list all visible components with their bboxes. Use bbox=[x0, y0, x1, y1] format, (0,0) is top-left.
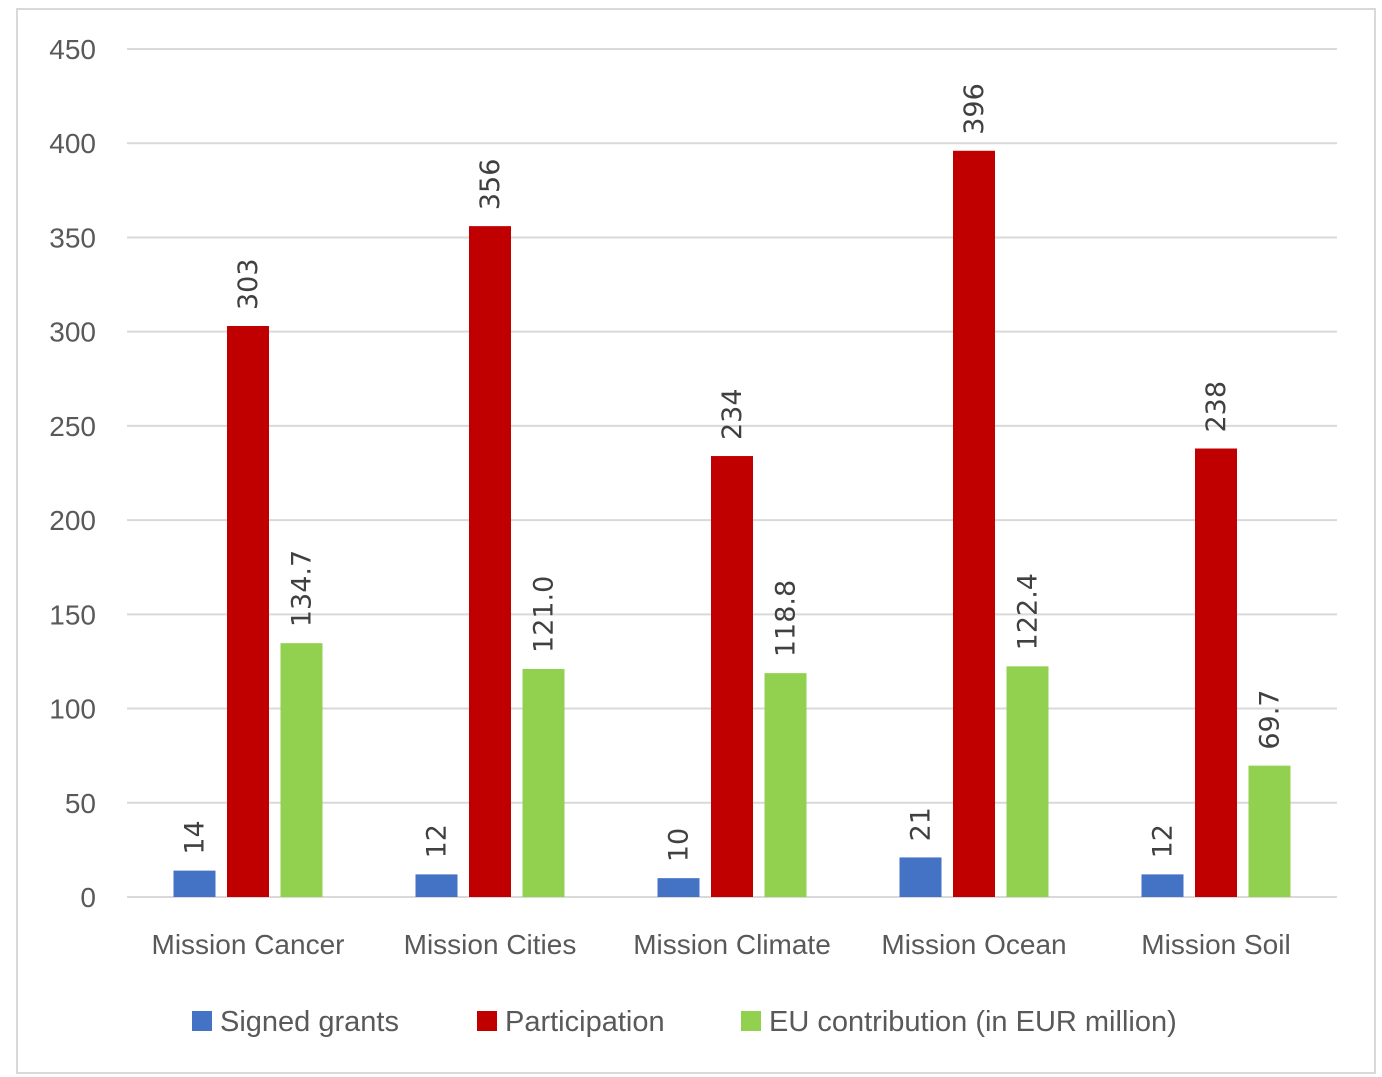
bar bbox=[899, 857, 942, 897]
x-category-label: Mission Cities bbox=[404, 929, 577, 960]
y-tick-label: 100 bbox=[49, 694, 96, 725]
bar bbox=[764, 673, 807, 897]
legend: Signed grants Participation EU contributio… bbox=[192, 1006, 1177, 1038]
y-tick-label: 0 bbox=[80, 882, 96, 913]
bar bbox=[657, 878, 700, 897]
data-label: 238 bbox=[1201, 381, 1232, 433]
bar bbox=[469, 226, 511, 898]
y-tick-label: 250 bbox=[49, 411, 96, 442]
data-label: 118.8 bbox=[771, 580, 802, 657]
y-tick-label: 400 bbox=[49, 128, 96, 159]
gridlines bbox=[127, 48, 1337, 898]
data-label: 10 bbox=[664, 828, 695, 862]
bar bbox=[953, 150, 995, 897]
legend-swatch bbox=[192, 1011, 212, 1031]
bar bbox=[1006, 666, 1049, 897]
x-category-label: Mission Ocean bbox=[881, 929, 1066, 960]
bar bbox=[1141, 874, 1184, 897]
y-tick-label: 300 bbox=[49, 317, 96, 348]
data-label: 21 bbox=[906, 807, 937, 841]
data-label: 12 bbox=[422, 824, 453, 858]
data-labels: 14 303 134.7 12 356 121.0 10 234 118.8 21 396 122.4… bbox=[180, 83, 1286, 862]
x-category-label: Mission Soil bbox=[1141, 929, 1290, 960]
bar bbox=[280, 643, 323, 897]
legend-label: Signed grants bbox=[220, 1006, 399, 1038]
data-label: 121.0 bbox=[529, 576, 560, 653]
legend-swatch bbox=[477, 1011, 497, 1031]
bar bbox=[1195, 448, 1237, 897]
bar bbox=[227, 326, 269, 898]
y-tick-label: 200 bbox=[49, 505, 96, 536]
y-tick-label: 50 bbox=[65, 788, 96, 819]
data-label: 396 bbox=[959, 83, 990, 135]
y-tick-label: 150 bbox=[49, 599, 96, 630]
bar bbox=[173, 870, 216, 897]
bars bbox=[173, 150, 1291, 898]
data-label: 234 bbox=[717, 388, 748, 440]
y-tick-label: 350 bbox=[49, 222, 96, 253]
bar bbox=[1248, 765, 1291, 897]
data-label: 122.4 bbox=[1013, 573, 1044, 650]
data-label: 134.7 bbox=[287, 550, 318, 627]
y-axis-ticks: 0 50 100 150 200 250 300 350 400 450 bbox=[49, 34, 96, 913]
x-axis-categories: Mission Cancer Mission Cities Mission Clim… bbox=[152, 929, 1291, 960]
legend-label: EU contribution (in EUR million) bbox=[769, 1006, 1177, 1038]
bar bbox=[522, 668, 565, 897]
bar bbox=[711, 456, 753, 897]
bar bbox=[415, 874, 458, 897]
data-label: 14 bbox=[180, 820, 211, 854]
data-label: 303 bbox=[233, 258, 264, 310]
data-label: 69.7 bbox=[1255, 690, 1286, 750]
x-category-label: Mission Cancer bbox=[152, 929, 345, 960]
x-category-label: Mission Climate bbox=[633, 929, 831, 960]
legend-label: Participation bbox=[505, 1006, 665, 1038]
data-label: 12 bbox=[1148, 824, 1179, 858]
legend-swatch bbox=[741, 1011, 761, 1031]
data-label: 356 bbox=[475, 159, 506, 211]
y-tick-label: 450 bbox=[49, 34, 96, 65]
